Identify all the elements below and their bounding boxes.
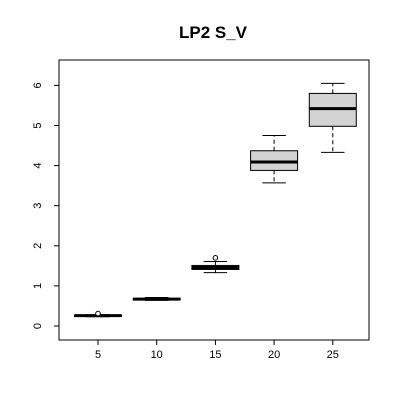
- outlier-point: [95, 310, 101, 317]
- y-tick-label: 1: [32, 283, 44, 289]
- x-tick-label: 20: [268, 349, 280, 361]
- y-tick-label: 4: [32, 163, 44, 169]
- chart-title: LP2 S_V: [179, 23, 248, 42]
- x-tick-label: 15: [209, 349, 221, 361]
- x-tick-label: 25: [327, 349, 339, 361]
- y-tick-label: 2: [32, 243, 44, 249]
- outlier-point: [212, 255, 219, 261]
- plot-frame: [58, 59, 370, 341]
- y-tick-label: 5: [32, 122, 44, 128]
- x-tick-label: 5: [95, 349, 101, 361]
- plot-area: 0 1 2 3 4 5 6 5 10 15 20 25: [32, 59, 370, 361]
- y-tick-label: 6: [32, 82, 44, 88]
- x-tick-label: 10: [151, 349, 163, 361]
- y-tick-label: 3: [32, 203, 44, 209]
- y-tick-label: 0: [32, 323, 44, 329]
